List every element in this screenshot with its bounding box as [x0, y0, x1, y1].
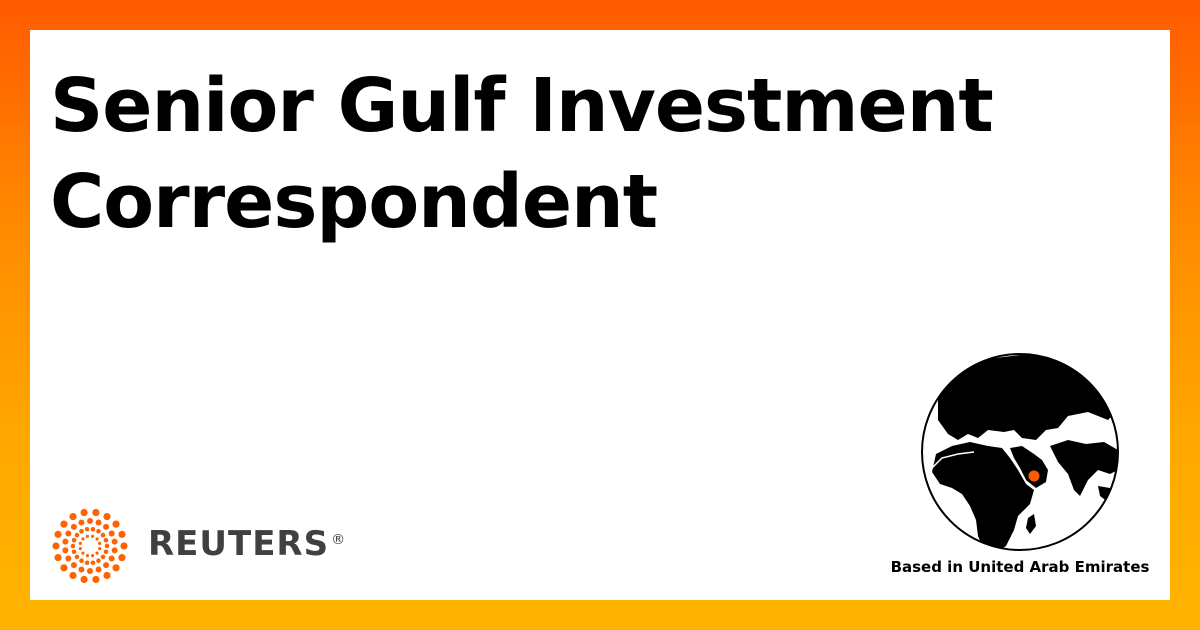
logo-dot [69, 512, 77, 521]
logo-dot [111, 538, 118, 545]
logo-dot [81, 551, 85, 555]
reuters-wordmark: REUTERS ® [148, 522, 346, 566]
page-title-line-1: Senior Gulf Investment [50, 63, 994, 149]
logo-dot [80, 508, 88, 517]
registered-mark: ® [331, 532, 347, 548]
logo-dot [90, 554, 95, 558]
location-label: Based in United Arab Emirates [890, 558, 1150, 576]
logo-dot [95, 551, 99, 555]
logo-dot [90, 560, 96, 566]
logo-dot [95, 519, 102, 526]
logo-dot [79, 528, 84, 534]
logo-dot [103, 549, 109, 555]
logo-dot [70, 543, 76, 549]
logo-dot [65, 530, 72, 537]
logo-dot [79, 558, 84, 564]
logo-dot [103, 537, 109, 543]
logo-dot [85, 534, 90, 538]
logo-dot [103, 571, 111, 580]
location-marker [1028, 470, 1040, 482]
logo-dot [85, 554, 90, 558]
reuters-logo: REUTERS ® [50, 506, 370, 584]
logo-dot [78, 541, 82, 546]
logo-dot [84, 560, 90, 566]
logo-dot [98, 546, 102, 551]
logo-dot [71, 549, 77, 555]
brand-name: REUTERS [148, 524, 330, 564]
logo-dot [100, 532, 106, 538]
logo-dot [103, 562, 110, 569]
logo-dot [90, 526, 96, 532]
logo-dot [92, 508, 100, 517]
logo-dot [98, 541, 102, 546]
logo-dot [78, 546, 82, 551]
logo-dot [95, 566, 102, 573]
logo-dot [74, 554, 80, 560]
logo-dot [52, 542, 60, 550]
logo-dot [62, 538, 69, 545]
logo-dot [90, 534, 95, 538]
logo-dot [60, 520, 68, 528]
logo-dot [62, 547, 69, 554]
logo-dot [104, 543, 110, 549]
logo-dot [70, 562, 77, 569]
logo-dot [111, 547, 118, 554]
logo-dot [84, 526, 90, 532]
logo-dot [108, 530, 115, 537]
logo-dot [96, 558, 101, 564]
logo-dot [65, 555, 72, 562]
logo-dot [60, 564, 68, 572]
logo-dot [54, 530, 62, 538]
logo-dot [80, 575, 88, 584]
page-title: Senior Gulf Investment Correspondent [50, 58, 1050, 250]
logo-dot [74, 532, 80, 538]
logo-dot [78, 519, 85, 526]
logo-dot [96, 528, 101, 534]
logo-dot [81, 537, 85, 541]
page-title-line-2: Correspondent [50, 159, 658, 245]
logo-dot [118, 530, 126, 538]
logo-dot [87, 568, 93, 574]
logo-dot [112, 520, 120, 528]
logo-dot [103, 512, 111, 521]
logo-dot [112, 564, 120, 572]
logo-dot [108, 555, 115, 562]
logo-dot [69, 571, 77, 580]
logo-dot [92, 575, 100, 584]
reuters-dot-ring-icon [52, 508, 128, 584]
logo-dot [87, 518, 93, 524]
logo-dot [95, 537, 99, 541]
logo-dot [100, 554, 106, 560]
logo-dot [120, 542, 128, 550]
logo-dot [71, 537, 77, 543]
logo-dot [103, 523, 110, 530]
logo-dot [54, 554, 62, 562]
logo-dot [118, 554, 126, 562]
logo-dot [70, 523, 77, 530]
logo-dot [78, 566, 85, 573]
content-card: Senior Gulf Investment Correspondent REU… [30, 30, 1170, 600]
globe-icon [921, 353, 1119, 551]
